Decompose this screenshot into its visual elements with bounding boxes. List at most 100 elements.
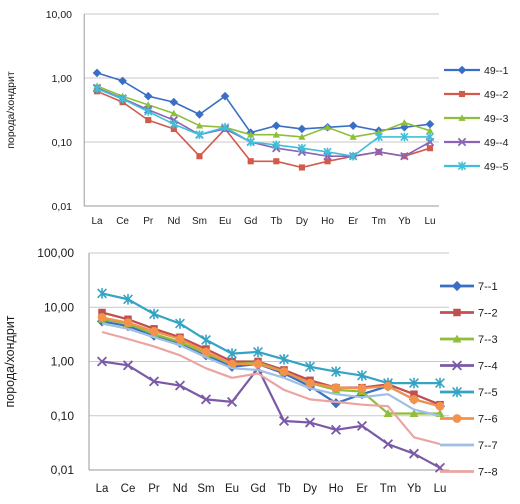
x-tick-label: Sm xyxy=(197,483,214,495)
data-point xyxy=(357,370,367,381)
y-tick-label: 0,10 xyxy=(51,409,75,423)
y-tick-label: 0,01 xyxy=(51,463,75,477)
data-point xyxy=(375,129,383,136)
x-tick-label: Ce xyxy=(116,216,129,227)
data-point xyxy=(457,137,467,147)
data-point xyxy=(457,65,467,75)
x-tick-label: Yb xyxy=(398,216,411,227)
series-49--4 xyxy=(92,83,435,161)
data-point xyxy=(149,326,159,336)
y-tick-label: 10,00 xyxy=(46,9,72,21)
data-point xyxy=(348,151,358,161)
data-point xyxy=(330,424,342,435)
x-tick-label: Lu xyxy=(434,483,447,495)
x-tick-label: Yb xyxy=(407,483,421,495)
data-point xyxy=(123,318,133,328)
data-point xyxy=(118,76,127,86)
data-point xyxy=(452,414,462,423)
data-point xyxy=(201,347,211,357)
data-point xyxy=(227,348,237,359)
x-tick-label: Tb xyxy=(277,483,290,495)
x-tick-label: Dy xyxy=(296,216,308,227)
data-point xyxy=(97,288,107,299)
data-point xyxy=(200,394,212,405)
data-point xyxy=(383,409,393,418)
data-point xyxy=(383,381,393,391)
data-point xyxy=(409,395,419,404)
data-point xyxy=(195,110,204,119)
data-point xyxy=(349,133,357,140)
data-point xyxy=(435,377,445,389)
data-point xyxy=(144,107,153,116)
series-7--6 xyxy=(97,312,445,411)
legend-label: 7--2 xyxy=(478,308,498,320)
x-tick-label: Er xyxy=(356,483,368,495)
legend-item: 7--3 xyxy=(440,334,498,346)
data-point xyxy=(144,101,152,108)
data-point xyxy=(122,360,134,371)
data-point xyxy=(400,122,409,132)
legend-item: 7--7 xyxy=(440,440,498,452)
data-point xyxy=(331,366,341,377)
legend-item: 49--3 xyxy=(444,113,509,125)
data-point xyxy=(304,417,316,428)
data-point xyxy=(272,131,280,138)
series-49--3 xyxy=(93,82,434,140)
legend-item: 7--8 xyxy=(440,467,498,479)
data-point xyxy=(324,158,331,165)
data-point xyxy=(457,161,467,171)
data-point xyxy=(279,367,289,377)
legend-item: 7--6 xyxy=(440,414,498,426)
data-point xyxy=(297,124,307,134)
series-7--4 xyxy=(96,356,446,473)
data-point xyxy=(382,439,394,450)
legend-label: 49--2 xyxy=(484,89,509,101)
data-point xyxy=(348,121,358,130)
data-point xyxy=(400,132,409,142)
data-point xyxy=(195,130,204,140)
data-point xyxy=(92,84,102,94)
data-point xyxy=(357,383,367,393)
chart-panel-1: 0,01 0,10 1,00 10,00 La Ce Pr Nd Sm Eu Gd Tb Dy Ho Er T… xyxy=(5,9,509,227)
data-point xyxy=(278,415,290,427)
data-point xyxy=(458,114,466,121)
series-7--5 xyxy=(97,288,445,389)
series-49--5 xyxy=(92,84,435,161)
series-line xyxy=(96,85,431,138)
legend-label: 49--5 xyxy=(484,161,509,173)
x-tick-label: Pr xyxy=(148,483,160,495)
legend-item: 49--4 xyxy=(444,137,509,149)
data-point xyxy=(272,140,281,150)
chart-panel-2: 0,01 0,10 1,00 10,00 100,00 La Ce Pr Nd Sm Eu Gd Tb D… xyxy=(3,246,498,495)
x-tick-label: Tm xyxy=(380,483,397,495)
data-point xyxy=(374,147,384,157)
data-point xyxy=(435,401,445,411)
x-tick-label: Sm xyxy=(192,216,207,227)
legend-label: 7--8 xyxy=(478,467,498,479)
data-point xyxy=(400,151,409,161)
y-tick-label: 0,10 xyxy=(52,137,73,149)
data-point xyxy=(409,409,419,418)
data-point xyxy=(425,132,435,142)
data-point xyxy=(452,386,462,398)
data-point xyxy=(174,380,186,391)
data-point xyxy=(196,153,203,160)
x-tick-label: Ho xyxy=(329,483,344,495)
data-point xyxy=(97,312,107,322)
legend-item: 7--5 xyxy=(440,386,498,399)
data-point xyxy=(331,383,341,393)
series-line xyxy=(101,292,440,385)
y-tick-label: 1,00 xyxy=(52,73,73,85)
legend-label: 49--3 xyxy=(484,113,509,125)
data-point xyxy=(451,280,463,292)
data-point xyxy=(305,378,315,388)
data-point xyxy=(247,158,254,165)
series-line xyxy=(101,322,441,417)
x-tick-label: Pr xyxy=(143,216,154,227)
series-line xyxy=(101,311,441,406)
data-point xyxy=(272,121,281,130)
data-point xyxy=(426,127,434,134)
x-tick-label: Lu xyxy=(424,216,435,227)
